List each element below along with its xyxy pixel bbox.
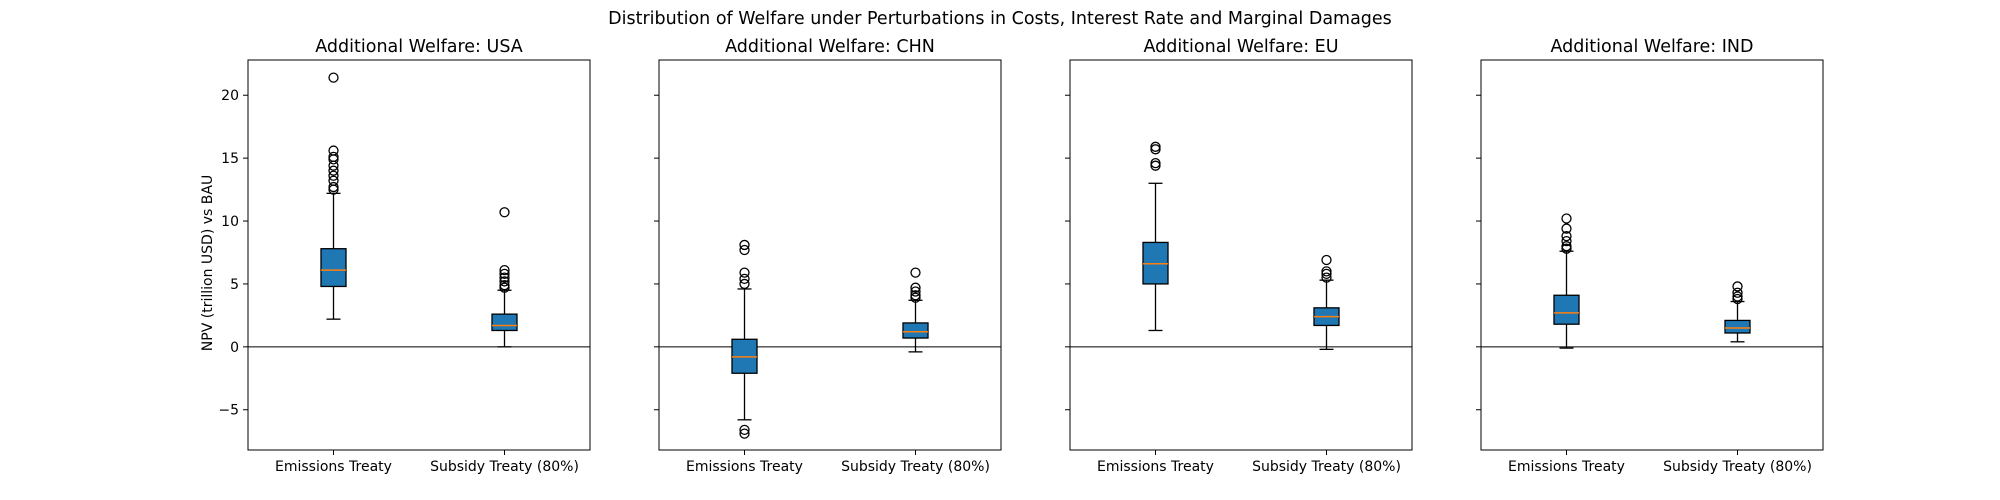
box-1 xyxy=(1313,254,1340,351)
x-tick-label: Emissions Treaty xyxy=(275,459,392,475)
outlier-point xyxy=(1150,141,1161,152)
outlier-point xyxy=(328,181,339,193)
outlier-point xyxy=(1561,241,1572,252)
box-1 xyxy=(1724,281,1751,343)
outlier-point xyxy=(1561,236,1572,247)
panels-group: Additional Welfare: USA −5 0 5 10 15 20 Emissio… xyxy=(218,37,1824,475)
outlier-point xyxy=(910,286,921,297)
outlier-point xyxy=(328,170,339,181)
outlier-point xyxy=(739,424,750,436)
box-1 xyxy=(491,207,518,348)
x-tick-label: Subsidy Treaty (80%) xyxy=(430,459,579,475)
y-tick-label: 10 xyxy=(221,214,239,230)
panel-frame xyxy=(1480,59,1824,451)
outlier-point xyxy=(1561,223,1572,234)
outlier-point xyxy=(1561,230,1572,242)
outlier-point xyxy=(499,268,510,280)
outlier-point xyxy=(1561,213,1572,224)
panel-title: Additional Welfare: CHN xyxy=(725,37,935,57)
x-tick-label: Subsidy Treaty (80%) xyxy=(1252,459,1401,475)
outlier-point xyxy=(1321,272,1332,283)
outlier-point xyxy=(910,290,921,301)
box-0 xyxy=(731,239,758,439)
x-tick-label: Subsidy Treaty (80%) xyxy=(841,459,990,475)
x-tick-label: Emissions Treaty xyxy=(686,459,803,475)
outlier-point xyxy=(739,244,750,256)
outlier-point xyxy=(499,280,510,291)
x-tick-label: Subsidy Treaty (80%) xyxy=(1663,459,1812,475)
outlier-point xyxy=(1321,254,1332,266)
outlier-point xyxy=(739,273,750,285)
box-0 xyxy=(320,72,347,320)
outlier-point xyxy=(328,72,339,83)
y-tick-label: −5 xyxy=(218,403,239,419)
outlier-point xyxy=(1150,158,1161,169)
iqr-box xyxy=(902,322,929,339)
outlier-point xyxy=(328,145,339,156)
y-tick-label: 15 xyxy=(221,151,239,167)
panel-2: Additional Welfare: EU Emissions Treaty Su… xyxy=(1065,37,1413,475)
outlier-point xyxy=(499,264,510,276)
outlier-point xyxy=(1321,268,1332,280)
box-0 xyxy=(1142,141,1169,332)
iqr-box xyxy=(320,248,347,288)
y-tick-label: 5 xyxy=(230,277,239,293)
outlier-point xyxy=(1732,291,1743,302)
outlier-point xyxy=(1732,281,1743,292)
outlier-point xyxy=(910,282,921,293)
outlier-point xyxy=(739,267,750,278)
box-0 xyxy=(1553,213,1580,349)
y-tick-label: 0 xyxy=(230,340,239,356)
outlier-point xyxy=(910,267,921,278)
panel-frame xyxy=(1069,59,1413,451)
panel-title: Additional Welfare: EU xyxy=(1143,37,1338,57)
panel-title: Additional Welfare: IND xyxy=(1551,37,1754,57)
panel-frame xyxy=(658,59,1002,451)
x-tick-label: Emissions Treaty xyxy=(1097,459,1214,475)
panel-0: Additional Welfare: USA −5 0 5 10 15 20 Emissio… xyxy=(218,37,591,475)
outlier-point xyxy=(499,282,510,293)
outlier-point xyxy=(328,151,339,163)
outlier-point xyxy=(499,276,510,287)
outlier-point xyxy=(739,239,750,251)
outlier-point xyxy=(1321,266,1332,277)
panel-frame xyxy=(247,59,591,451)
outlier-point xyxy=(1150,160,1161,171)
panel-1: Additional Welfare: CHN Emissions Treaty S… xyxy=(654,37,1002,475)
outlier-point xyxy=(1732,293,1743,305)
outlier-point xyxy=(910,292,921,303)
outlier-point xyxy=(1732,287,1743,298)
panel-3: Additional Welfare: IND Emissions Treaty S… xyxy=(1476,37,1824,475)
iqr-box xyxy=(1553,294,1580,325)
y-axis-label: NPV (trillion USD) vs BAU xyxy=(200,175,216,351)
outlier-point xyxy=(739,278,750,290)
outlier-point xyxy=(328,175,339,186)
iqr-box xyxy=(491,313,518,332)
y-tick-label: 20 xyxy=(221,88,239,104)
x-tick-label: Emissions Treaty xyxy=(1508,459,1625,475)
figure-title: Distribution of Welfare under Perturbati… xyxy=(608,9,1392,29)
outlier-point xyxy=(1561,243,1572,254)
box-1 xyxy=(902,267,929,353)
outlier-point xyxy=(1150,144,1161,155)
outlier-point xyxy=(739,428,750,439)
outlier-point xyxy=(499,207,510,218)
panel-title: Additional Welfare: USA xyxy=(315,37,522,57)
outlier-point xyxy=(499,272,510,283)
outlier-point xyxy=(328,165,339,176)
iqr-box xyxy=(1724,319,1751,334)
